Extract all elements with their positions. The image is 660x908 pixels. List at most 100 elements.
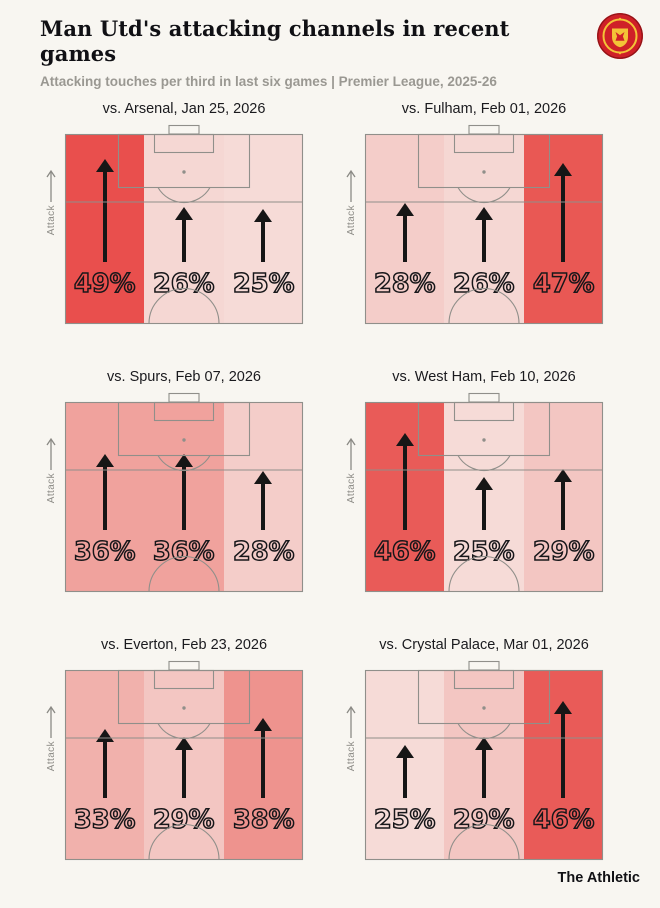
channel-right: 28% (223, 402, 303, 593)
match-panel: vs. West Ham, Feb 10, 2026 Attack 46% (341, 369, 604, 593)
channel-left: 25% (365, 670, 445, 861)
channel-middle: 29% (144, 670, 224, 861)
attack-direction-arrow-icon (46, 706, 56, 739)
attack-direction-label: Attack (341, 704, 361, 772)
pitch-wrap: Attack 33% 29% (46, 661, 304, 861)
channel-arrow (554, 163, 572, 262)
channel-right: 25% (223, 134, 303, 325)
attack-text: Attack (345, 741, 357, 772)
channel-arrow (396, 745, 414, 798)
channel-left: 33% (65, 670, 145, 861)
match-panel: vs. Spurs, Feb 07, 2026 Attack 36% (41, 369, 304, 593)
match-title: vs. Spurs, Feb 07, 2026 (107, 369, 261, 386)
channel-left: 49% (65, 134, 145, 325)
svg-text:33%: 33% (74, 805, 136, 835)
channel-left: 28% (365, 134, 445, 325)
match-panel: vs. Fulham, Feb 01, 2026 Attack 28% (341, 101, 604, 325)
channel-middle: 26% (144, 134, 224, 325)
channel-percentage: 26% (444, 266, 523, 300)
channel-percentage: 36% (65, 534, 144, 568)
pitch: 49% 26% 25% (64, 125, 304, 325)
svg-text:25%: 25% (374, 805, 436, 835)
channel-percentage: 26% (144, 266, 223, 300)
channel-arrow (96, 729, 114, 798)
svg-text:49%: 49% (74, 269, 136, 299)
channel-arrow (396, 203, 414, 262)
channel-percentage: 33% (65, 802, 144, 836)
svg-text:46%: 46% (532, 805, 594, 835)
channel-percentage: 25% (224, 266, 303, 300)
match-panel: vs. Crystal Palace, Mar 01, 2026 Attack … (341, 637, 604, 861)
channel-right: 47% (523, 134, 603, 325)
channel-arrow (175, 737, 193, 798)
attack-text: Attack (45, 741, 57, 772)
attack-text: Attack (45, 473, 57, 504)
attack-direction-label: Attack (41, 436, 61, 504)
svg-text:29%: 29% (153, 805, 215, 835)
svg-text:46%: 46% (374, 537, 436, 567)
channel-percentage: 46% (524, 802, 603, 836)
pitch-wrap: Attack 36% 36% (46, 393, 304, 593)
match-panel: vs. Arsenal, Jan 25, 2026 Attack 49% (41, 101, 304, 325)
channel-percentage: 29% (444, 802, 523, 836)
pitch: 46% 25% 29% (364, 393, 604, 593)
channel-arrow (475, 207, 493, 262)
channel-arrow (475, 737, 493, 798)
channel-arrow (396, 433, 414, 530)
svg-text:38%: 38% (232, 805, 294, 835)
channel-arrow (254, 718, 272, 798)
channel-percentage: 25% (365, 802, 444, 836)
channel-arrow (96, 159, 114, 262)
svg-text:26%: 26% (153, 269, 215, 299)
channel-arrow (254, 471, 272, 530)
svg-text:29%: 29% (532, 537, 594, 567)
attack-direction-arrow-icon (346, 170, 356, 203)
channel-percentage: 29% (144, 802, 223, 836)
channel-percentage: 46% (365, 534, 444, 568)
panels-grid: vs. Arsenal, Jan 25, 2026 Attack 49% (0, 89, 660, 861)
channel-left: 36% (65, 402, 145, 593)
match-title: vs. Everton, Feb 23, 2026 (100, 637, 268, 654)
channel-percentage: 28% (365, 266, 444, 300)
the-athletic-wordmark: The Athletic (557, 870, 640, 886)
channel-arrow (554, 701, 572, 798)
attack-direction-arrow-icon (46, 438, 56, 471)
pitch: 28% 26% 47% (364, 125, 604, 325)
pitch-wrap: Attack 49% 26% (46, 125, 304, 325)
channel-right: 46% (523, 670, 603, 861)
match-title: vs. Crystal Palace, Mar 01, 2026 (379, 637, 589, 654)
channel-percentage: 38% (224, 802, 303, 836)
channel-percentage: 25% (444, 534, 523, 568)
match-title: vs. Fulham, Feb 01, 2026 (401, 101, 567, 118)
attack-direction-label: Attack (341, 436, 361, 504)
pitch: 33% 29% 38% (64, 661, 304, 861)
match-panel: vs. Everton, Feb 23, 2026 Attack 33% (41, 637, 304, 861)
channel-right: 38% (223, 670, 303, 861)
channel-middle: 29% (444, 670, 524, 861)
page-subtitle: Attacking touches per third in last six … (40, 74, 497, 90)
man-utd-crest-icon (597, 13, 643, 59)
svg-text:26%: 26% (453, 269, 515, 299)
attack-text: Attack (345, 205, 357, 236)
match-title: vs. Arsenal, Jan 25, 2026 (102, 101, 266, 118)
pitch-wrap: Attack 46% 25% (346, 393, 604, 593)
svg-text:47%: 47% (532, 269, 594, 299)
pitch-wrap: Attack 28% 26% (346, 125, 604, 325)
channel-arrow (554, 469, 572, 530)
channel-percentage: 29% (524, 534, 603, 568)
channel-percentage: 49% (65, 266, 144, 300)
channel-right: 29% (523, 402, 603, 593)
channel-middle: 25% (444, 402, 524, 593)
channel-arrow (475, 477, 493, 530)
svg-text:25%: 25% (453, 537, 515, 567)
channel-left: 46% (365, 402, 445, 593)
attack-direction-arrow-icon (346, 706, 356, 739)
channel-middle: 36% (144, 402, 224, 593)
channel-arrow (175, 454, 193, 530)
svg-text:36%: 36% (153, 537, 215, 567)
svg-text:36%: 36% (74, 537, 136, 567)
attack-direction-label: Attack (41, 168, 61, 236)
channel-arrow (96, 454, 114, 530)
attack-text: Attack (345, 473, 357, 504)
